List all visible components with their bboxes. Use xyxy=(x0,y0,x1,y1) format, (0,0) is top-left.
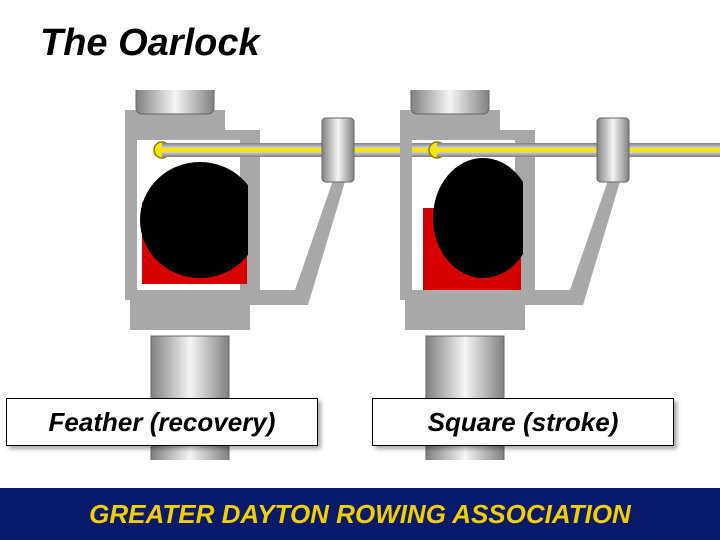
footer-bar: GREATER DAYTON ROWING ASSOCIATION xyxy=(0,488,720,540)
label-square: Square (stroke) xyxy=(372,398,674,446)
label-feather: Feather (recovery) xyxy=(6,398,318,446)
slide: The Oarlock Feather (recovery) Square (s… xyxy=(0,0,720,540)
blade-square xyxy=(433,158,533,278)
top-cap-square xyxy=(411,90,489,114)
page-title: The Oarlock xyxy=(40,22,260,65)
blade-feather xyxy=(140,162,260,278)
top-cap-feather xyxy=(136,90,214,114)
